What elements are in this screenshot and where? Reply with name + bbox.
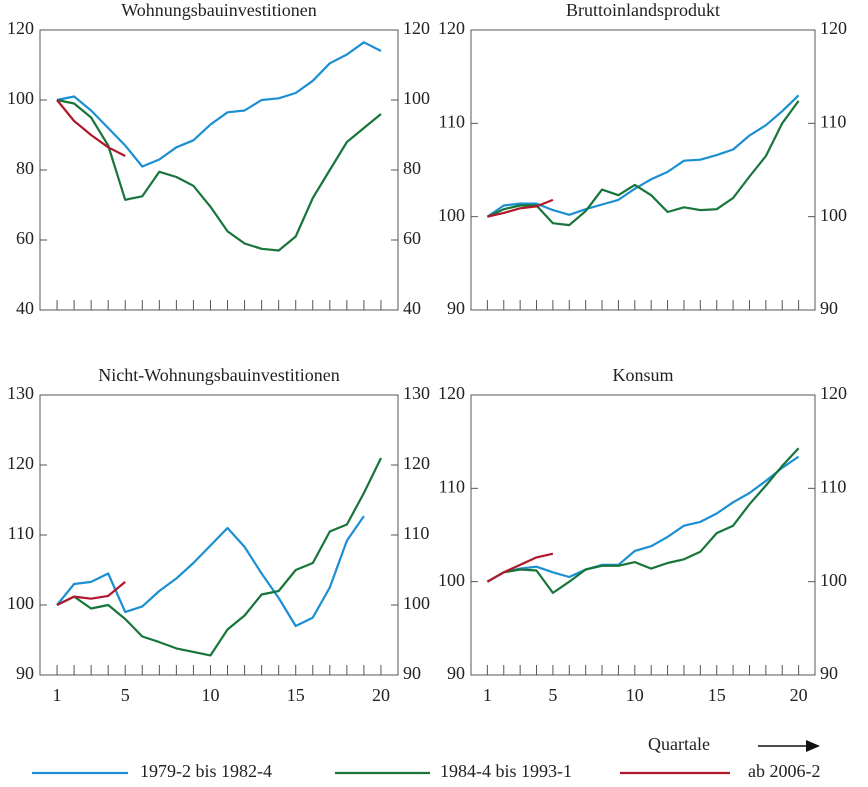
x-tick-label: 5	[548, 685, 557, 705]
y2-tick-label: 100	[403, 593, 430, 613]
series-line	[56, 99, 126, 157]
plot-frame	[39, 29, 399, 311]
y-tick-label: 110	[439, 476, 465, 496]
y-tick-label: 100	[7, 88, 34, 108]
y2-tick-label: 130	[403, 383, 430, 403]
y-tick-label: 110	[8, 523, 34, 543]
x-tick-label: 20	[790, 685, 808, 705]
x-axis-arrowhead	[806, 740, 820, 752]
x-tick-label: 15	[708, 685, 726, 705]
series-line	[56, 98, 382, 252]
series-line	[487, 198, 554, 218]
y2-tick-label: 120	[403, 453, 430, 473]
y-tick-label: 90	[16, 663, 34, 683]
y-tick-label: 100	[7, 593, 34, 613]
y2-tick-label: 120	[403, 18, 430, 38]
series-line	[486, 455, 800, 583]
plot-frame	[470, 394, 816, 676]
legend-label: 1984-4 bis 1993-1	[440, 761, 572, 781]
x-tick-label: 15	[287, 685, 305, 705]
y-tick-label: 90	[447, 663, 465, 683]
y-tick-label: 90	[447, 298, 465, 318]
y2-tick-label: 120	[820, 383, 847, 403]
series-line	[56, 581, 126, 606]
y2-tick-label: 90	[820, 663, 838, 683]
legend-label: ab 2006-2	[748, 761, 820, 781]
y2-tick-label: 90	[403, 663, 421, 683]
y-tick-label: 100	[438, 205, 465, 225]
x-tick-label: 20	[372, 685, 390, 705]
series-line	[486, 447, 800, 594]
y-tick-label: 130	[7, 383, 34, 403]
y2-tick-label: 80	[403, 158, 421, 178]
y-tick-label: 120	[438, 18, 465, 38]
y-tick-label: 120	[7, 18, 34, 38]
x-axis-label: Quartale	[648, 734, 710, 754]
series-line	[56, 457, 382, 657]
y2-tick-label: 100	[820, 570, 847, 590]
y-tick-label: 60	[16, 228, 34, 248]
legend-label: 1979-2 bis 1982-4	[140, 761, 272, 781]
chart-title: Konsum	[612, 365, 673, 385]
y-tick-label: 120	[438, 383, 465, 403]
series-line	[56, 515, 365, 628]
y-tick-label: 120	[7, 453, 34, 473]
y2-tick-label: 100	[820, 205, 847, 225]
chart-title: Bruttoinlandsprodukt	[566, 0, 720, 20]
series-line	[486, 552, 554, 583]
series-line	[486, 100, 800, 227]
y2-tick-label: 40	[403, 298, 421, 318]
x-tick-label: 1	[483, 685, 492, 705]
y2-tick-label: 110	[403, 523, 429, 543]
y-tick-label: 40	[16, 298, 34, 318]
series-line	[56, 41, 382, 168]
plot-frame	[39, 394, 399, 676]
y2-tick-label: 100	[403, 88, 430, 108]
x-tick-label: 10	[626, 685, 644, 705]
series-line	[486, 94, 800, 218]
y-tick-label: 110	[439, 111, 465, 131]
x-tick-label: 10	[201, 685, 219, 705]
x-tick-label: 1	[53, 685, 62, 705]
y2-tick-label: 120	[820, 18, 847, 38]
y-tick-label: 100	[438, 570, 465, 590]
y2-tick-label: 110	[820, 111, 846, 131]
y2-tick-label: 90	[820, 298, 838, 318]
x-tick-label: 5	[121, 685, 130, 705]
plot-frame	[470, 29, 816, 311]
chart-title: Wohnungsbauinvestitionen	[121, 0, 317, 20]
chart-title: Nicht-Wohnungsbauinvestitionen	[98, 365, 340, 385]
y2-tick-label: 60	[403, 228, 421, 248]
y2-tick-label: 110	[820, 476, 846, 496]
y-tick-label: 80	[16, 158, 34, 178]
